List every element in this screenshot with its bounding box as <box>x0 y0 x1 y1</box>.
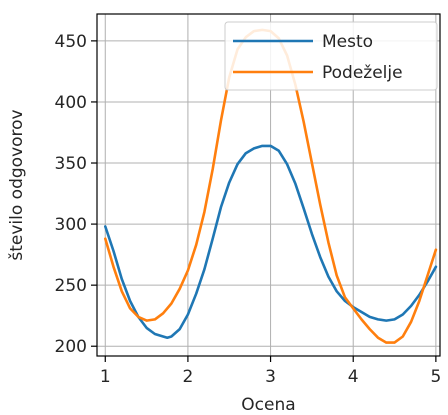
axis-ticks: 1 2 3 4 5 200 250 300 350 400 450 <box>55 32 442 387</box>
y-tick-label: 450 <box>55 32 87 52</box>
x-tick-label: 1 <box>100 367 111 387</box>
x-tick-label: 2 <box>183 367 194 387</box>
x-tick-label: 4 <box>348 367 359 387</box>
legend: Mesto Podeželje <box>224 21 438 91</box>
y-tick-label: 250 <box>55 276 87 296</box>
legend-label: Podeželje <box>322 63 403 83</box>
y-tick-label: 200 <box>55 337 87 357</box>
legend-label: Mesto <box>322 32 373 52</box>
y-axis-label: število odgovorov <box>7 109 27 260</box>
x-tick-label: 5 <box>430 367 441 387</box>
y-tick-label: 300 <box>55 215 87 235</box>
y-tick-label: 400 <box>55 93 87 113</box>
x-tick-label: 3 <box>265 367 276 387</box>
plot-frame <box>96 13 441 357</box>
x-axis-label: Ocena <box>241 395 295 415</box>
series-line-mesto <box>104 144 438 340</box>
y-tick-label: 350 <box>55 154 87 174</box>
